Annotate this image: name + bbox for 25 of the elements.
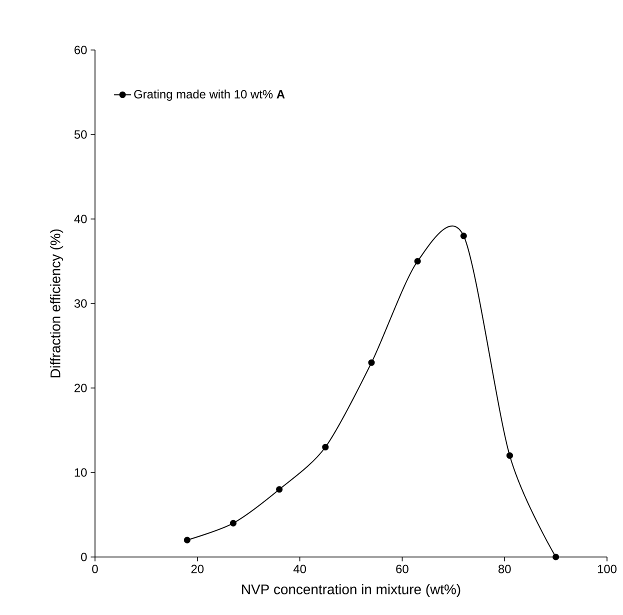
x-tick-label: 80 — [498, 564, 511, 574]
point — [276, 486, 283, 493]
x-tick-label: 40 — [293, 564, 306, 574]
x-axis-title: NVP concentration in mixture (wt%) — [242, 584, 460, 598]
y-tick-label: 0 — [81, 552, 87, 562]
point — [414, 258, 421, 265]
x-tick-label: 20 — [191, 564, 204, 574]
y-tick-label: 60 — [74, 46, 87, 54]
x-tick-label: 100 — [598, 564, 617, 574]
point — [368, 359, 375, 366]
point — [506, 452, 514, 459]
point — [552, 554, 560, 560]
point — [460, 232, 467, 240]
x-tick-label: 60 — [396, 564, 408, 574]
x-tick-label: 0 — [92, 564, 98, 574]
y-axis-title: Diffraction efficiency (%) — [50, 229, 64, 378]
y-tick-label: 40 — [74, 214, 87, 224]
y-tick-label: 10 — [74, 468, 87, 477]
y-tick-label: 30 — [74, 299, 87, 308]
y-tick-label: 50 — [74, 130, 87, 139]
point — [322, 444, 329, 450]
point — [184, 536, 190, 544]
y-tick-label: 20 — [74, 384, 87, 392]
legend-label: Grating made with 10 wt% A — [134, 90, 285, 101]
point — [230, 520, 237, 526]
